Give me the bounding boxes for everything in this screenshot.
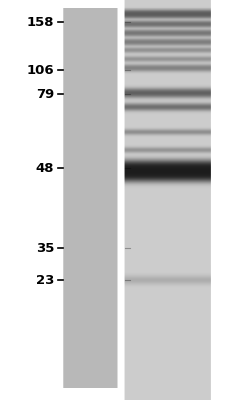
Text: 23: 23 xyxy=(36,274,54,286)
Text: 79: 79 xyxy=(36,88,54,100)
Text: 48: 48 xyxy=(35,162,54,174)
Text: 35: 35 xyxy=(36,242,54,254)
Text: 158: 158 xyxy=(27,16,54,28)
Text: 106: 106 xyxy=(26,64,54,76)
